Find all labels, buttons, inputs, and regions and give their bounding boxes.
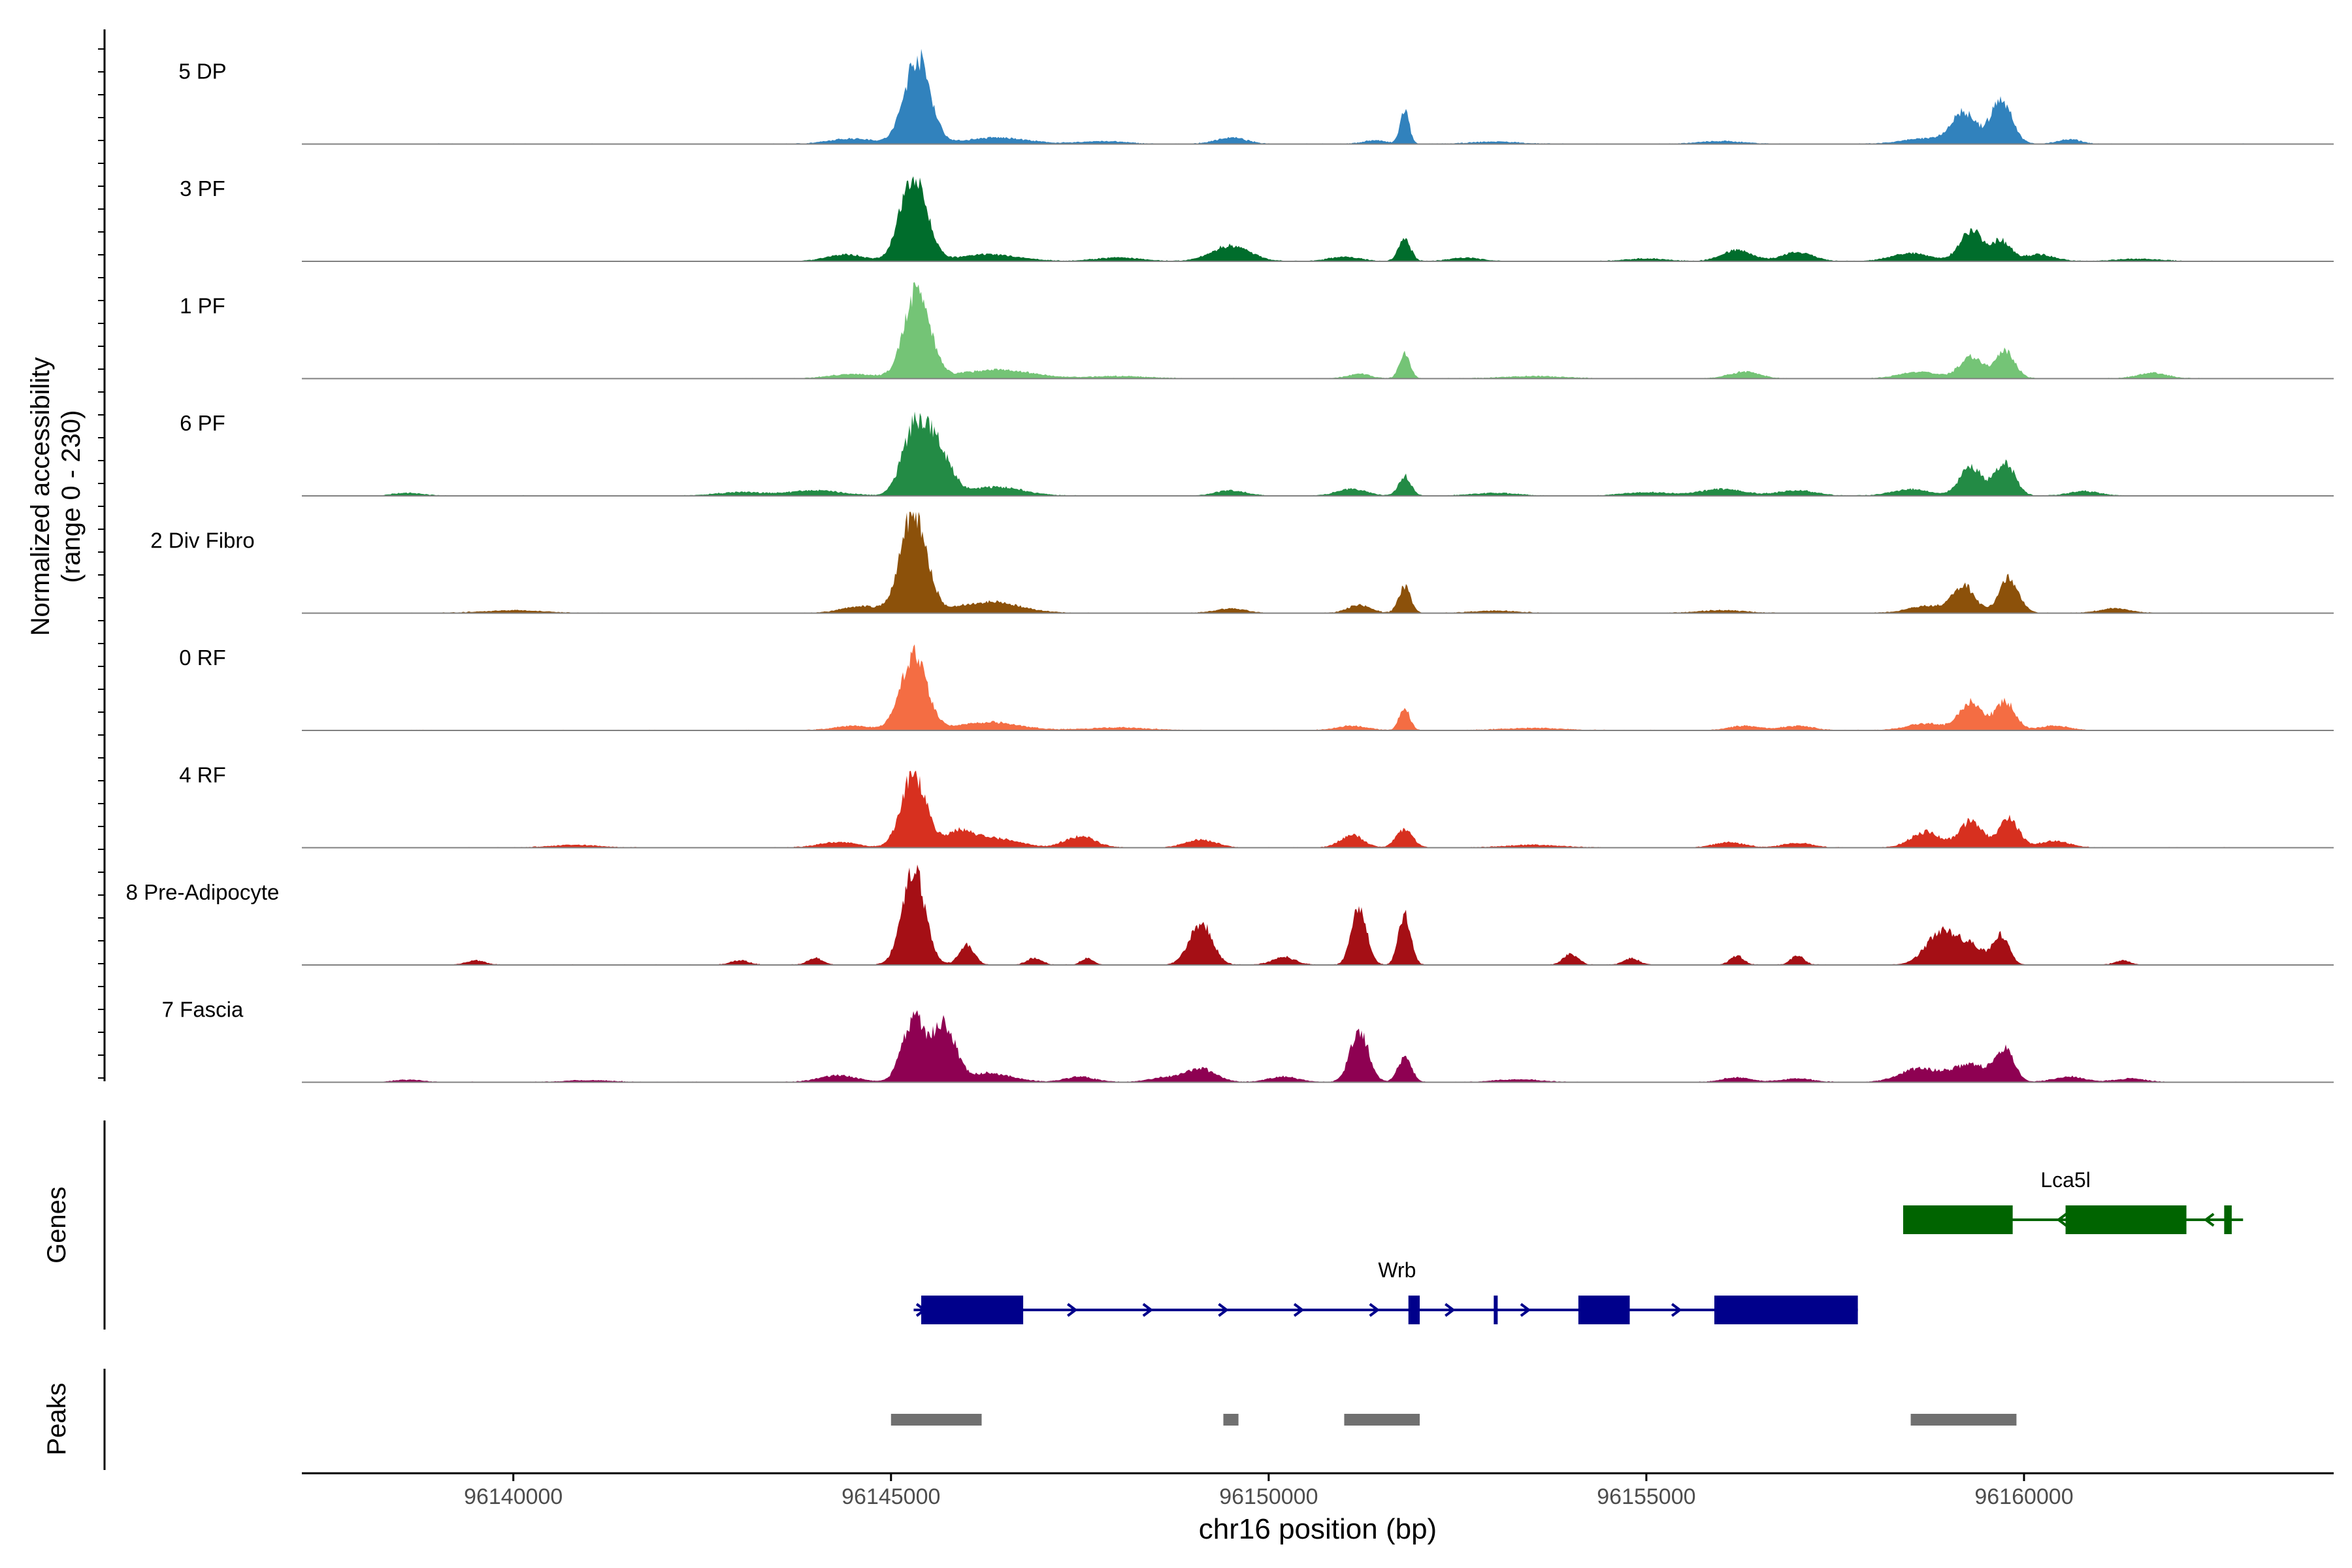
y-axis-ticks xyxy=(98,48,105,1079)
coverage-area xyxy=(302,282,2334,379)
track-label: 0 RF xyxy=(179,645,226,670)
gene-exon xyxy=(921,1296,1024,1324)
coverage-area xyxy=(302,176,2334,261)
strand-arrow xyxy=(1142,1303,1154,1317)
track-label: 3 PF xyxy=(180,176,225,201)
track-label: 4 RF xyxy=(179,763,226,787)
gene-exon xyxy=(1714,1296,1858,1324)
x-axis-ticks: 96140000 96145000 96150000 96155000 96160000 xyxy=(464,1473,2074,1509)
coverage-area xyxy=(302,770,2334,848)
genes-axis-title: Genes xyxy=(42,1186,71,1264)
strand-arrow xyxy=(1520,1303,1531,1317)
coverage-area xyxy=(302,644,2334,730)
track-0-rf: 0 RF xyxy=(179,644,2334,731)
strand-arrow xyxy=(1671,1303,1682,1317)
x-tick-label: 96155000 xyxy=(1597,1484,1695,1509)
coverage-area xyxy=(302,864,2334,965)
strand-arrow xyxy=(2203,1213,2215,1227)
track-label: 7 Fascia xyxy=(162,998,244,1022)
x-tick-label: 96150000 xyxy=(1219,1484,1318,1509)
strand-arrow xyxy=(1445,1303,1456,1317)
strand-arrow xyxy=(915,1303,927,1317)
called-peak xyxy=(890,1414,982,1426)
coverage-area xyxy=(302,411,2334,496)
strand-arrow xyxy=(1369,1303,1380,1317)
gene-exon xyxy=(2065,1205,2187,1234)
called-peak xyxy=(1910,1414,2017,1426)
x-tick-label: 96145000 xyxy=(841,1484,940,1509)
gene-wrb: Wrb xyxy=(913,1258,1858,1324)
track-label: 5 DP xyxy=(178,59,226,84)
gene-exon xyxy=(1903,1205,2013,1234)
x-tick-label: 96140000 xyxy=(464,1484,563,1509)
called-peak xyxy=(1223,1414,1239,1426)
track-label: 8 Pre-Adipocyte xyxy=(126,880,280,904)
coverage-area xyxy=(302,512,2334,613)
track-1-pf: 1 PF xyxy=(180,282,2334,380)
track-7-fascia: 7 Fascia xyxy=(162,998,2334,1083)
track-6-pf: 6 PF xyxy=(180,411,2334,497)
gene-exon xyxy=(1578,1296,1630,1324)
track-label: 1 PF xyxy=(180,294,225,318)
gene-lca5l: Lca5l xyxy=(1903,1168,2244,1234)
gene-annotation-track: Lca5l Wrb xyxy=(913,1168,2244,1324)
coverage-area xyxy=(302,48,2334,144)
gene-exon xyxy=(1494,1296,1498,1324)
x-tick-label: 96160000 xyxy=(1974,1484,2073,1509)
coverage-tracks: 5 DP 3 PF 1 PF 6 PF 2 Div Fibro 0 RF 4 RF 8 Pre… xyxy=(126,48,2334,1083)
called-peaks-track xyxy=(890,1414,2017,1426)
gene-exon xyxy=(2224,1205,2232,1234)
track-8-pre-adipocyte: 8 Pre-Adipocyte xyxy=(126,864,2334,966)
track-3-pf: 3 PF xyxy=(180,176,2334,262)
coverage-area xyxy=(302,1010,2334,1083)
gene-label: Lca5l xyxy=(2040,1168,2091,1192)
track-4-rf: 4 RF xyxy=(179,763,2334,849)
strand-arrow xyxy=(1218,1303,1229,1317)
called-peak xyxy=(1344,1414,1420,1426)
y-axis-title-line1: Normalized accessibility xyxy=(26,357,55,636)
track-label: 2 Div Fibro xyxy=(150,529,255,553)
track-label: 6 PF xyxy=(180,411,225,435)
gene-exon xyxy=(1408,1296,1420,1324)
x-axis-title: chr16 position (bp) xyxy=(1199,1513,1437,1545)
track-5-dp: 5 DP xyxy=(178,48,2334,145)
peaks-axis-title: Peaks xyxy=(42,1382,71,1455)
strand-arrow xyxy=(2056,1213,2067,1227)
y-axis-title-line2: (range 0 - 230) xyxy=(57,410,86,583)
gene-label: Wrb xyxy=(1378,1258,1416,1282)
strand-arrow xyxy=(1067,1303,1078,1317)
strand-arrow xyxy=(1293,1303,1305,1317)
track-2-div-fibro: 2 Div Fibro xyxy=(150,512,2334,614)
